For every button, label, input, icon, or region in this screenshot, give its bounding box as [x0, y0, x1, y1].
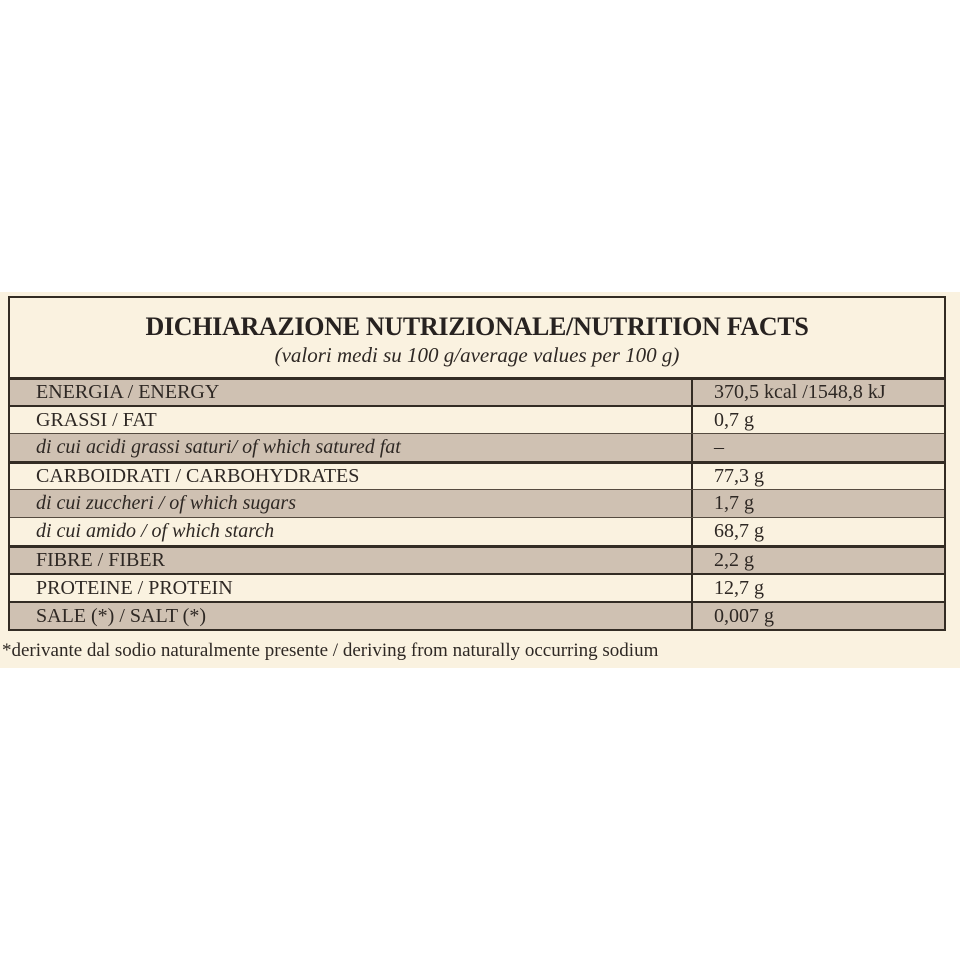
- row-label: di cui acidi grassi saturi/ of which sat…: [36, 436, 401, 458]
- table-row-sugars: di cui zuccheri / of which sugars 1,7 g: [10, 489, 944, 517]
- table-row-salt: SALE (*) / SALT (*) 0,007 g: [10, 601, 944, 629]
- row-label: CARBOIDRATI / CARBOHYDRATES: [36, 465, 360, 487]
- table-row-energy: ENERGIA / ENERGY 370,5 kcal /1548,8 kJ: [10, 377, 944, 405]
- sodium-footnote: *derivante dal sodio naturalmente presen…: [2, 640, 659, 661]
- row-value: 12,7 g: [691, 575, 944, 601]
- row-label: di cui zuccheri / of which sugars: [36, 492, 296, 514]
- row-label: ENERGIA / ENERGY: [36, 381, 220, 403]
- row-value: 1,7 g: [691, 490, 944, 517]
- row-value: 77,3 g: [691, 464, 944, 489]
- table-row-protein: PROTEINE / PROTEIN 12,7 g: [10, 573, 944, 601]
- row-value: 0,7 g: [691, 407, 944, 433]
- table-title: DICHIARAZIONE NUTRIZIONALE/NUTRITION FAC…: [145, 312, 809, 341]
- row-value: 68,7 g: [691, 518, 944, 545]
- nutrition-table: DICHIARAZIONE NUTRIZIONALE/NUTRITION FAC…: [8, 296, 946, 631]
- row-label: PROTEINE / PROTEIN: [36, 576, 233, 599]
- row-label: di cui amido / of which starch: [36, 520, 275, 542]
- row-label: SALE (*) / SALT (*): [36, 604, 206, 627]
- table-row-saturated-fat: di cui acidi grassi saturi/ of which sat…: [10, 433, 944, 461]
- nutrition-label-panel: DICHIARAZIONE NUTRIZIONALE/NUTRITION FAC…: [0, 292, 960, 668]
- row-label: FIBRE / FIBER: [36, 549, 165, 571]
- table-row-carbohydrates: CARBOIDRATI / CARBOHYDRATES 77,3 g: [10, 461, 944, 489]
- table-subtitle: (valori medi su 100 g/average values per…: [274, 343, 680, 367]
- table-row-fiber: FIBRE / FIBER 2,2 g: [10, 545, 944, 573]
- row-value: –: [691, 434, 944, 461]
- row-value: 0,007 g: [691, 603, 944, 629]
- row-value: 2,2 g: [691, 548, 944, 573]
- row-value: 370,5 kcal /1548,8 kJ: [691, 380, 944, 405]
- row-label: GRASSI / FAT: [36, 408, 157, 431]
- table-row-starch: di cui amido / of which starch 68,7 g: [10, 517, 944, 545]
- table-row-fat: GRASSI / FAT 0,7 g: [10, 405, 944, 433]
- table-header: DICHIARAZIONE NUTRIZIONALE/NUTRITION FAC…: [10, 298, 944, 377]
